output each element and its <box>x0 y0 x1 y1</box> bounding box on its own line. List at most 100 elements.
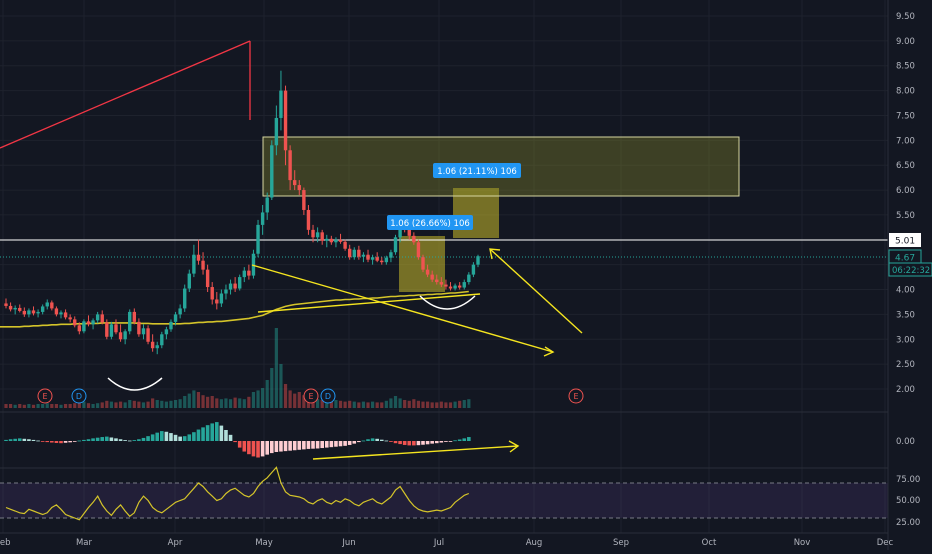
candle <box>169 319 173 332</box>
candle-body <box>40 306 45 312</box>
arrow-line-2[interactable] <box>489 248 583 334</box>
oscillator-bar <box>297 441 302 450</box>
candle <box>187 269 192 293</box>
measure-label-1[interactable]: 1.06 (26.66%) 106 <box>387 215 473 230</box>
candle-body <box>251 253 256 276</box>
volume-bar <box>366 402 370 408</box>
oscillator-bar <box>302 441 306 450</box>
event-marker[interactable]: E <box>568 388 584 404</box>
volume-bar <box>114 402 118 408</box>
volume-bar <box>357 402 361 408</box>
volume-bar <box>22 404 26 408</box>
volume-bar <box>128 400 132 408</box>
rsi-line <box>5 466 470 521</box>
candle-body <box>196 254 201 261</box>
volume-bar <box>384 400 388 408</box>
candle <box>384 255 389 265</box>
trend-line-red[interactable] <box>0 40 251 149</box>
candle-body <box>238 277 242 289</box>
candle <box>270 140 274 201</box>
oscillator-bar <box>398 441 402 445</box>
volume-bar <box>435 402 439 408</box>
oscillator-bar <box>50 441 54 443</box>
event-marker-text: D <box>325 392 331 401</box>
oscillator-bar <box>357 441 361 443</box>
candle <box>233 277 237 293</box>
candle <box>128 309 132 335</box>
candle-body <box>150 341 155 349</box>
oscillator-bar <box>164 431 169 441</box>
candle <box>370 254 375 265</box>
oscillator-bar <box>4 439 8 441</box>
oscillator-bar <box>105 436 109 441</box>
candle-body <box>73 319 77 326</box>
volume-bar <box>361 401 366 408</box>
support-trendline[interactable] <box>251 264 554 353</box>
volume-bar <box>215 398 219 408</box>
event-marker-circle <box>71 388 87 404</box>
candle-body <box>18 307 22 311</box>
time-tick-label: Mar <box>76 538 93 548</box>
event-marker[interactable]: D <box>320 388 336 404</box>
volume-bar <box>316 399 320 408</box>
oscillator-bar <box>416 441 421 446</box>
oscillator-bar <box>462 438 467 441</box>
volume-bar <box>187 393 191 408</box>
candle-body <box>270 145 274 198</box>
candle <box>329 235 334 245</box>
oscillator-trendline[interactable] <box>312 445 519 460</box>
volume-bar <box>421 401 425 408</box>
volume-bar <box>297 392 301 408</box>
volume-bar <box>178 399 182 408</box>
candle-body <box>95 314 100 321</box>
oscillator-bar <box>182 436 187 441</box>
oscillator-arrow-head <box>508 440 520 453</box>
oscillator-bar <box>192 432 196 441</box>
candle-body <box>164 329 169 335</box>
oscillator-bar <box>146 436 150 441</box>
volume-bar <box>68 404 72 408</box>
candle <box>164 326 169 340</box>
volume-bar <box>380 402 384 408</box>
volume-bar <box>224 398 228 408</box>
oscillator-bar <box>274 441 279 452</box>
oscillator-bar <box>137 439 141 441</box>
candle <box>54 306 59 317</box>
candle-body <box>114 324 118 333</box>
volume-bar <box>293 393 297 408</box>
oscillator-bar <box>453 440 457 442</box>
candle <box>311 224 315 243</box>
candle <box>178 304 182 319</box>
volume-bar <box>13 404 17 408</box>
volume-bar <box>45 403 49 408</box>
candle-body <box>27 310 31 315</box>
oscillator-bar <box>91 438 95 441</box>
oscillator-bar <box>329 441 334 448</box>
event-marker[interactable]: E <box>37 388 53 404</box>
oscillator-bar <box>228 434 233 441</box>
event-marker[interactable]: D <box>71 388 87 404</box>
oscillator-bar <box>27 439 31 441</box>
candle <box>242 267 246 283</box>
volume-bar <box>375 402 379 408</box>
candle-body <box>315 232 320 238</box>
volume-bar <box>132 400 136 408</box>
event-marker[interactable]: E <box>303 388 319 404</box>
oscillator-bar <box>375 438 379 441</box>
time-tick-label: Dec <box>877 538 894 548</box>
measure-label-2[interactable]: 1.06 (21.11%) 106 <box>433 163 521 178</box>
volume-bar <box>96 403 100 408</box>
candle <box>150 334 155 352</box>
price-marker-last[interactable]: 4.67 <box>888 249 922 265</box>
rising-trendline[interactable] <box>257 293 481 313</box>
volume-bar <box>109 401 113 408</box>
candle <box>338 233 343 244</box>
price-marker-level[interactable]: 5.01 <box>889 233 921 247</box>
volume-bar <box>82 401 86 408</box>
candle-body <box>435 279 439 283</box>
candle <box>247 264 251 280</box>
event-marker-circle <box>37 388 53 404</box>
